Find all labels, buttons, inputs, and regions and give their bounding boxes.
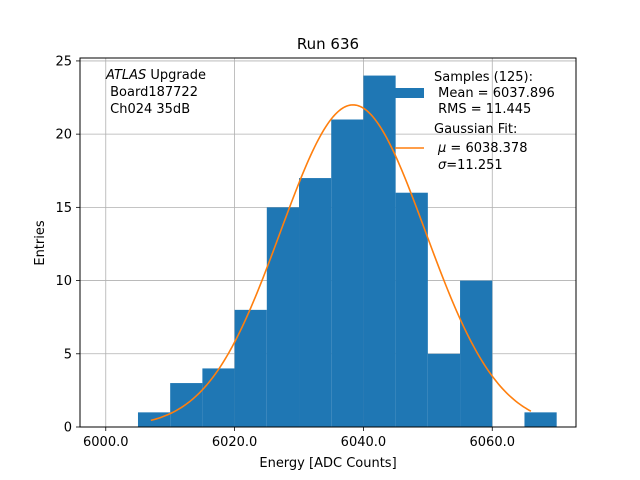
- y-tick-label: 0: [64, 421, 72, 436]
- gaussian-fit: [150, 104, 532, 422]
- axes-frame: [79, 57, 577, 428]
- atlas-label: ATLAS: [105, 68, 146, 83]
- legend-samples-rms: RMS = 11.445: [434, 102, 531, 117]
- histogram-bar: [202, 368, 235, 427]
- y-axis-ticks: 0 5 10 15 20 25: [55, 54, 80, 436]
- y-tick-label: 10: [55, 274, 72, 289]
- x-tick-label: 6060.0: [470, 435, 516, 450]
- histogram-bar: [395, 192, 428, 427]
- y-tick-label: 15: [55, 201, 72, 216]
- histogram-bar: [331, 119, 364, 427]
- histogram-bars: [137, 75, 557, 428]
- histogram-bar: [524, 412, 557, 427]
- y-tick-label: 20: [55, 128, 72, 143]
- y-tick-label: 25: [55, 54, 72, 69]
- histogram-bar: [427, 353, 461, 427]
- board-annotation: Board187722: [106, 85, 198, 100]
- y-tick-label: 5: [64, 347, 72, 362]
- upgrade-label: Upgrade: [146, 68, 206, 83]
- legend-samples-swatch: [395, 88, 424, 98]
- atlas-annotation: ATLAS Upgrade: [105, 68, 206, 83]
- x-axis-label: Energy [ADC Counts]: [259, 456, 396, 471]
- legend: Samples (125): Mean = 6037.896 RMS = 11.…: [395, 70, 555, 173]
- legend-fit-sigma: σ=11.251: [438, 158, 503, 173]
- x-tick-label: 6040.0: [341, 435, 387, 450]
- channel-annotation: Ch024 35dB: [106, 102, 190, 117]
- x-tick-label: 6020.0: [212, 435, 258, 450]
- histogram-bar: [460, 280, 493, 427]
- x-axis-ticks: 6000.0 6020.0 6040.0 6060.0: [83, 427, 515, 450]
- legend-samples-title: Samples (125):: [434, 70, 533, 85]
- sigma-value: =11.251: [446, 158, 502, 173]
- sigma-symbol: σ: [438, 158, 447, 173]
- legend-samples-mean: Mean = 6037.896: [434, 86, 555, 101]
- histogram-bar: [234, 309, 267, 427]
- mu-value: = 6038.378: [446, 141, 527, 156]
- chart-title: Run 636: [297, 35, 359, 53]
- histogram-bar: [266, 207, 300, 427]
- mu-symbol: μ: [437, 141, 446, 156]
- legend-fit-mu: μ = 6038.378: [437, 141, 527, 156]
- legend-fit-title: Gaussian Fit:: [434, 122, 517, 137]
- gaussian-fit-line: [150, 104, 532, 422]
- histogram-bar: [363, 75, 396, 428]
- y-axis-label: Entries: [33, 220, 48, 266]
- x-tick-label: 6000.0: [83, 435, 129, 450]
- histogram-bar: [299, 178, 332, 427]
